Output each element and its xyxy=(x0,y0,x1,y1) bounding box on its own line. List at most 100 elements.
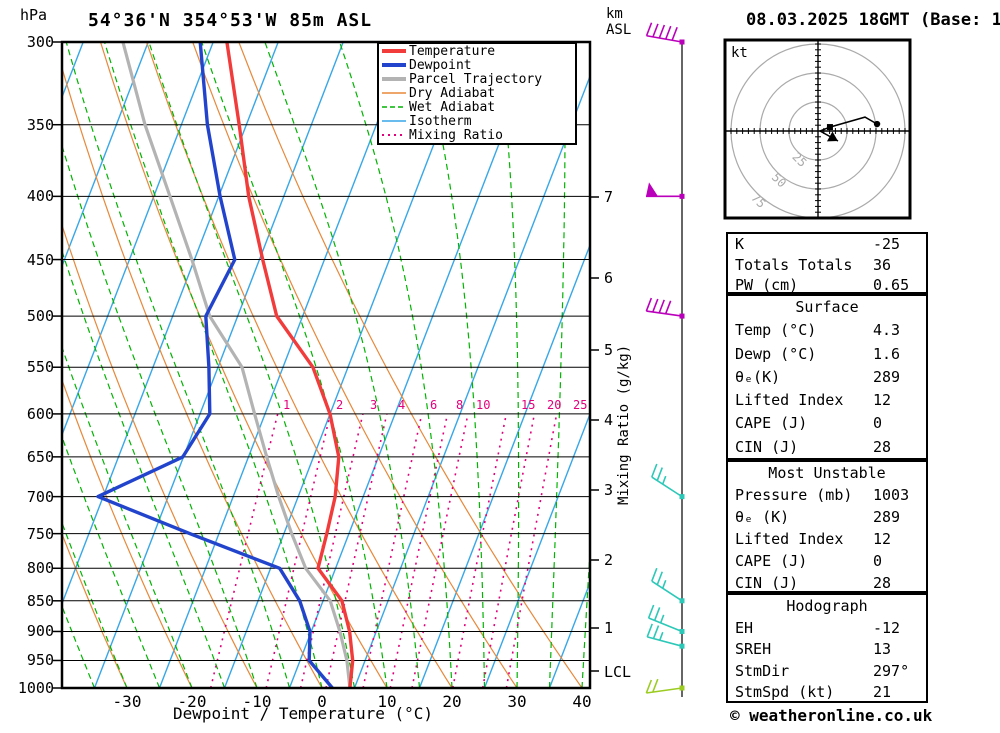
legend-swatch-mixing-ratio xyxy=(379,130,409,140)
isotherm-line xyxy=(353,74,590,688)
lcl-label: LCL xyxy=(604,663,632,681)
table-header: Most Unstable xyxy=(768,464,886,482)
plot-area xyxy=(62,42,590,688)
table-row: Lifted Index 12 xyxy=(728,391,926,414)
table-row: Dewp (°C) 1.6 xyxy=(728,345,926,368)
mixing-ratio-value-label: 3 xyxy=(370,398,378,412)
temp-tick-label: 30 xyxy=(507,692,527,711)
isotherm-line xyxy=(418,243,590,688)
wet-adiabat-line xyxy=(62,249,226,688)
temp-tick-label: 0 xyxy=(317,692,327,711)
row-label: SREH xyxy=(735,640,772,658)
dry-adiabat-line xyxy=(99,42,388,688)
row-value: 0 xyxy=(873,414,883,433)
table-header: Surface xyxy=(795,298,859,316)
legend-label: Wet Adiabat xyxy=(409,99,496,115)
mixing-ratio-line xyxy=(362,413,423,688)
mixing-ratio-line xyxy=(325,413,388,688)
pressure-unit-label: hPa xyxy=(20,6,48,24)
km-tick-label: 3 xyxy=(604,481,614,499)
wet-adiabat-line xyxy=(65,42,291,688)
table-row: θₑ (K) 289 xyxy=(728,508,926,530)
table-row: Pressure (mb) 1003 xyxy=(728,486,926,508)
km-tick-label: 4 xyxy=(604,411,614,429)
pressure-tick-label: 700 xyxy=(26,487,54,506)
legend-swatch-parcel-trajectory xyxy=(379,74,409,84)
legend-label: Mixing Ratio xyxy=(409,127,503,143)
mixing-ratio-value-label: 20 xyxy=(547,398,562,412)
legend-label: Isotherm xyxy=(409,113,472,129)
pressure-tick-label: 900 xyxy=(26,622,54,641)
isotherm-line xyxy=(158,42,409,688)
row-value: 289 xyxy=(873,367,901,386)
hodograph-unit-label: kt xyxy=(731,45,748,61)
mixing-ratio-value-label: 2 xyxy=(336,398,344,412)
mixing-ratio-line xyxy=(389,413,449,688)
row-value: 12 xyxy=(873,530,892,548)
table-row: CAPE (J) 0 xyxy=(728,414,926,437)
km-tick-label: 6 xyxy=(604,269,614,287)
station-title: 54°36'N 354°53'W 85m ASL xyxy=(88,10,373,31)
table-row: Temp (°C) 4.3 xyxy=(728,321,926,344)
wind-barb xyxy=(645,22,685,45)
row-label: Temp (°C) xyxy=(735,321,817,340)
temp-tick-label: -30 xyxy=(112,692,142,711)
km-tick-label: 1 xyxy=(604,619,614,637)
table-row: EH -12 xyxy=(728,619,926,641)
wet-adiabat-line xyxy=(148,42,356,688)
row-value: 0 xyxy=(873,552,883,570)
mixing-ratio-value-label: 10 xyxy=(476,398,491,412)
table-row: CAPE (J) 0 xyxy=(728,552,926,574)
dewpoint-curve xyxy=(96,42,334,688)
pressure-tick-label: 950 xyxy=(26,651,54,670)
wet-adiabat-line xyxy=(62,604,96,688)
mixing-ratio-line xyxy=(411,413,469,688)
temp-tick-label: 40 xyxy=(572,692,592,711)
isotherm-line xyxy=(62,42,279,606)
legend-item: Parcel Trajectory xyxy=(379,72,575,87)
legend-item: Dewpoint xyxy=(379,58,575,73)
wind-barb xyxy=(646,182,685,199)
wet-adiabat-line xyxy=(581,542,590,688)
legend-item: Wet Adiabat xyxy=(379,99,575,115)
legend-swatch-dewpoint xyxy=(379,60,409,70)
row-value: 28 xyxy=(873,574,892,592)
temperature-curve xyxy=(225,42,355,688)
km-tick-label: 2 xyxy=(604,551,614,569)
mixing-ratio-value-label: 6 xyxy=(430,398,438,412)
pressure-tick-label: 350 xyxy=(26,115,54,134)
table-row: SREH 13 xyxy=(728,640,926,662)
x-axis-title: Dewpoint / Temperature (°C) xyxy=(172,704,434,723)
legend-swatch-isotherm xyxy=(379,116,409,126)
row-value: -12 xyxy=(873,618,901,637)
temp-tick-label: 20 xyxy=(442,692,462,711)
row-value: 1.6 xyxy=(873,344,901,363)
pressure-tick-label: 850 xyxy=(26,591,54,610)
temp-tick-label: -20 xyxy=(177,692,207,711)
km-axis-unit: km ASL xyxy=(606,6,631,38)
asl-label: ASL xyxy=(606,22,632,38)
row-value: 4.3 xyxy=(873,321,901,340)
row-value: 12 xyxy=(873,391,892,410)
mixing-ratio-value-label: 15 xyxy=(521,398,536,412)
legend-item: Dry Adiabat xyxy=(379,86,575,101)
mixing-ratio-value-label: 1 xyxy=(283,398,291,412)
row-label: Lifted Index xyxy=(735,530,844,548)
row-value: -25 xyxy=(873,235,901,253)
table-surface: Surface Temp (°C) 4.3 Dewp (°C) 1.6 θₑ(K) 289 L… xyxy=(726,294,928,460)
row-label: EH xyxy=(735,618,754,637)
row-label: CAPE (J) xyxy=(735,414,808,433)
legend-item: Isotherm xyxy=(379,113,575,129)
table-header: Hodograph xyxy=(786,597,868,615)
table-row: StmSpd (kt) 21 xyxy=(728,683,926,705)
wet-adiabat-line xyxy=(62,345,193,688)
pressure-tick-label: 550 xyxy=(26,358,54,377)
legend-swatch-wet-adiabat xyxy=(379,102,409,112)
pressure-tick-label: 450 xyxy=(26,250,54,269)
table-row: StmDir 297° xyxy=(728,662,926,684)
temp-tick-label: 10 xyxy=(377,692,397,711)
isotherm-line xyxy=(93,42,344,688)
row-label: Lifted Index xyxy=(735,391,844,410)
legend-item: Temperature xyxy=(379,44,575,59)
